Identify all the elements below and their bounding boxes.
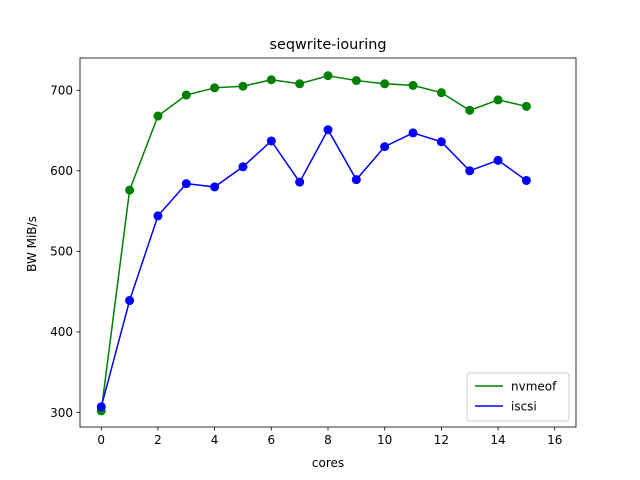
data-point (295, 79, 305, 89)
y-tick-label: 600 (50, 164, 73, 178)
data-point (408, 80, 418, 90)
data-point (436, 137, 446, 147)
data-point (153, 111, 163, 121)
data-point (181, 90, 191, 100)
legend: nvmeof iscsi (466, 372, 570, 422)
series-line-1 (100, 128, 527, 408)
data-point (96, 402, 106, 412)
data-point (238, 81, 248, 91)
y-tick-label: 400 (50, 325, 73, 339)
data-point (521, 175, 531, 185)
data-point (266, 75, 276, 85)
data-point (493, 95, 503, 105)
data-point (181, 179, 191, 189)
axes: 0 2 4 6 8 10 12 14 16 300 400 500 600 700 (50, 57, 577, 447)
data-point (436, 88, 446, 98)
data-point (295, 177, 305, 187)
legend-label: iscsi (511, 400, 537, 414)
data-point (210, 182, 220, 192)
legend-box (466, 372, 570, 422)
legend-label: nvmeof (511, 380, 557, 394)
data-point (351, 76, 361, 86)
data-point (493, 155, 503, 165)
x-tick-label: 14 (490, 433, 505, 447)
data-point (380, 79, 390, 89)
data-point (465, 105, 475, 115)
x-tick-label: 2 (154, 433, 162, 447)
y-tick-label: 500 (50, 245, 73, 259)
data-point (521, 101, 531, 111)
data-point (323, 125, 333, 135)
data-point (125, 296, 135, 306)
y-tick-label: 700 (50, 84, 73, 98)
data-point (238, 162, 248, 172)
data-point (266, 136, 276, 146)
x-tick-label: 0 (97, 433, 105, 447)
data-point (210, 83, 220, 93)
data-point (380, 142, 390, 152)
data-point (465, 166, 475, 176)
x-tick-label: 8 (324, 433, 332, 447)
data-point (153, 211, 163, 221)
data-point (125, 185, 135, 195)
plot-area (96, 71, 531, 416)
y-axis-label: BW MiB/s (25, 216, 39, 272)
data-point (351, 175, 361, 185)
chart-title: seqwrite-iouring (270, 37, 387, 53)
y-tick-label: 300 (50, 406, 73, 420)
x-axis-label: cores (312, 456, 344, 470)
data-point (323, 71, 333, 81)
x-tick-label: 12 (434, 433, 449, 447)
x-tick-label: 6 (267, 433, 275, 447)
x-tick-label: 16 (547, 433, 562, 447)
series-line-0 (100, 74, 527, 411)
x-tick-label: 4 (211, 433, 219, 447)
data-point (408, 128, 418, 138)
x-tick-label: 10 (377, 433, 392, 447)
